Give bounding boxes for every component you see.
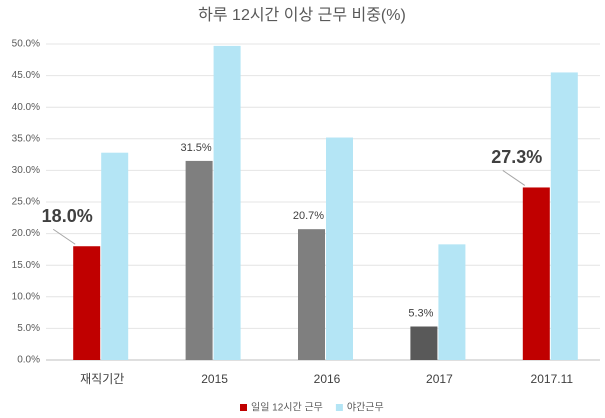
bar [213, 45, 241, 361]
y-tick-label: 25.0% [12, 197, 40, 208]
value-label: 5.3% [408, 307, 433, 319]
bar [73, 246, 101, 360]
legend-label: 야간근무 [347, 402, 384, 414]
x-tick-label: 2017.11 [531, 372, 574, 386]
legend-label: 일일 12시간 근무 [251, 402, 323, 414]
y-tick-label: 10.0% [12, 291, 40, 302]
y-tick-label: 35.0% [12, 133, 40, 144]
bar [326, 137, 353, 360]
y-tick-label: 45.0% [12, 70, 40, 81]
value-label: 31.5% [180, 142, 211, 154]
y-tick-label: 30.0% [12, 165, 40, 176]
value-label: 18.0% [42, 206, 93, 226]
leader-line [52, 228, 76, 245]
y-tick-label: 5.0% [17, 323, 40, 334]
value-label: 20.7% [293, 210, 324, 222]
y-tick-label: 20.0% [12, 228, 40, 239]
y-tick-label: 0.0% [17, 355, 40, 366]
value-label: 27.3% [491, 147, 542, 167]
bar [101, 152, 129, 360]
chart-title: 하루 12시간 이상 근무 비중(%) [198, 6, 406, 24]
x-tick-label: 2015 [201, 372, 228, 386]
bar [410, 326, 438, 360]
bar [550, 72, 578, 360]
y-tick-label: 15.0% [12, 260, 40, 271]
legend-swatch [335, 404, 343, 411]
legend-swatch [240, 404, 247, 411]
bar [298, 229, 325, 360]
y-tick-label: 40.0% [12, 102, 40, 113]
y-tick-label: 50.0% [12, 39, 40, 50]
bar [522, 187, 550, 360]
bar [438, 244, 466, 360]
bar [185, 160, 213, 360]
x-tick-label: 2016 [314, 372, 341, 386]
x-tick-label: 재직기간 [80, 372, 124, 386]
x-tick-label: 2017 [426, 372, 453, 386]
leader-line [502, 170, 526, 186]
